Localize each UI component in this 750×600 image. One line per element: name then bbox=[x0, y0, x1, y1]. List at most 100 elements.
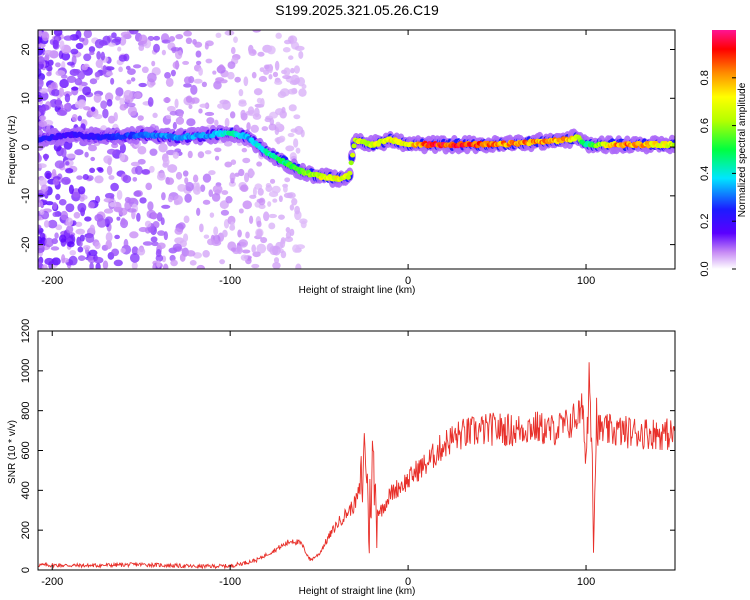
spectrogram-noise-cell bbox=[175, 171, 183, 180]
spectrogram-noise-cell bbox=[202, 249, 210, 258]
spectrogram-noise-cell bbox=[268, 123, 277, 131]
spectrogram-noise-cell bbox=[161, 192, 166, 201]
spectrogram-noise-cell bbox=[68, 255, 78, 266]
spectrogram-noise-cell bbox=[138, 44, 145, 51]
spectrogram-noise-cell bbox=[209, 212, 215, 218]
spectrogram-noise-cell bbox=[284, 39, 292, 45]
spectrogram-noise-cell bbox=[38, 224, 42, 230]
spectrogram-noise-cell bbox=[94, 241, 101, 250]
spectrogram-noise-cell bbox=[245, 231, 250, 239]
spectrogram-noise-cell bbox=[246, 122, 251, 131]
spectrogram-noise-cell bbox=[172, 61, 180, 69]
spectrogram-noise-cell bbox=[127, 106, 138, 117]
spectrogram-noise-cell bbox=[269, 118, 275, 126]
spectrogram-noise-cell bbox=[65, 203, 75, 213]
spectrogram-noise-cell bbox=[162, 263, 169, 269]
spectrogram-noise-cell bbox=[85, 233, 95, 243]
spectrogram-ridge-cell bbox=[349, 152, 356, 158]
spectrogram-noise-cell bbox=[123, 89, 133, 100]
spectrogram-noise-cell bbox=[160, 217, 165, 226]
spectrogram-noise-cell bbox=[241, 249, 251, 254]
spectrogram-noise-cell bbox=[242, 200, 253, 210]
spectrogram-noise-cell bbox=[139, 197, 147, 204]
spectrogram-noise-cell bbox=[175, 116, 185, 125]
spectrogram-noise-cell bbox=[190, 84, 198, 95]
spectrogram-noise-cell bbox=[295, 263, 302, 269]
spectrogram-noise-cell bbox=[269, 178, 276, 184]
spectrogram-noise-cell bbox=[134, 165, 143, 175]
spectrogram-noise-cell bbox=[284, 177, 291, 183]
spectrogram-noise-cell bbox=[119, 152, 126, 162]
spectrogram-noise-cell bbox=[166, 105, 176, 112]
spectrogram-noise-cell bbox=[47, 219, 58, 229]
spectrogram-noise-cell bbox=[256, 229, 263, 238]
spectrogram-noise-cell bbox=[75, 228, 86, 235]
spectrogram-noise-cell bbox=[94, 39, 105, 49]
spectrogram-noise-cell bbox=[130, 77, 136, 82]
spectrogram-noise-cell bbox=[252, 30, 262, 33]
spectrogram-noise-cell bbox=[263, 69, 270, 75]
spectrogram-noise-cell bbox=[106, 148, 117, 155]
spectrogram-noise-cell bbox=[38, 120, 48, 128]
spectrogram-noise-cell bbox=[38, 163, 47, 169]
spectrogram-noise-cell bbox=[263, 64, 270, 70]
colorbar-tick-label: 0.0 bbox=[699, 261, 711, 276]
spectrogram-noise-cell bbox=[83, 53, 92, 62]
snr-frame bbox=[37, 330, 676, 571]
spectrogram-noise-cell bbox=[192, 174, 199, 183]
spectrogram-noise-cell bbox=[117, 46, 122, 52]
spectrogram-noise-cell bbox=[44, 257, 54, 266]
spectrogram-noise-cell bbox=[161, 49, 166, 56]
spectrogram-noise-cell bbox=[169, 110, 178, 116]
spectrogram-noise-cell bbox=[218, 64, 225, 71]
spectrogram-noise-cell bbox=[196, 207, 201, 217]
spectrogram-noise-cell bbox=[58, 87, 65, 97]
spectrogram-noise-cell bbox=[206, 117, 215, 125]
spectrogram-noise-cell bbox=[103, 155, 113, 164]
spectrogram-noise-cell bbox=[162, 157, 170, 167]
spectrogram-noise-cell bbox=[247, 106, 255, 115]
spectrogram-noise-cell bbox=[87, 201, 95, 209]
spectrogram-noise-cell bbox=[156, 260, 161, 268]
spectrogram-noise-cell bbox=[81, 64, 88, 71]
spectrogram-noise-cell bbox=[69, 249, 77, 256]
spectrogram-noise-cell bbox=[104, 208, 111, 214]
spectrogram-noise-cell bbox=[185, 95, 193, 103]
spectrogram-noise-cell bbox=[219, 259, 226, 265]
spectrogram-noise-cell bbox=[137, 158, 146, 165]
spectrogram-noise-cell bbox=[249, 170, 255, 177]
spectrogram-noise-cell bbox=[38, 261, 43, 269]
spectrogram-noise-cell bbox=[139, 34, 148, 45]
spectrogram-noise-cell bbox=[170, 69, 176, 77]
spectrogram-noise-cell bbox=[39, 209, 45, 215]
spectrogram-noise-cell bbox=[147, 97, 154, 107]
snr-x-tick-label: 100 bbox=[577, 576, 595, 588]
spectrogram-noise-cell bbox=[102, 260, 109, 269]
spectrogram-noise-cell bbox=[38, 230, 43, 235]
spectrogram-noise-cell bbox=[268, 63, 273, 74]
spectrogram-noise-cell bbox=[238, 100, 247, 107]
spectrogram-noise-cell bbox=[109, 202, 117, 208]
spectrogram-noise-cell bbox=[105, 239, 112, 250]
spectrogram-noise-cell bbox=[123, 238, 129, 249]
spectrogram-noise-cell bbox=[197, 151, 205, 159]
spectrogram-noise-cell bbox=[293, 138, 299, 148]
spectrogram-noise-cell bbox=[185, 181, 194, 192]
spectrogram-noise-cell bbox=[183, 215, 190, 224]
spectrogram-noise-cell bbox=[38, 30, 42, 38]
colorbar-tick-label: 0.2 bbox=[699, 214, 711, 229]
spectrogram-noise-cell bbox=[263, 211, 270, 222]
spectrogram-noise-cell bbox=[137, 145, 147, 155]
spectrogram-noise-cell bbox=[60, 210, 69, 221]
spectrogram-noise-cell bbox=[67, 241, 75, 248]
spectrogram-noise-cell bbox=[161, 204, 171, 209]
spectrogram-noise-cell bbox=[170, 47, 181, 52]
spectrogram-noise-cell bbox=[52, 202, 58, 210]
spectrogram-noise-cell bbox=[234, 76, 241, 83]
spectrogram-noise-cell bbox=[282, 47, 291, 53]
snr-panel: -200 -100 0 100 0 200 400 600 800 1000 1200 Heigh… bbox=[7, 319, 676, 597]
spectrogram-noise-cell bbox=[224, 30, 235, 36]
spectrogram-noise-cell bbox=[120, 247, 126, 254]
spectrogram-noise-cell bbox=[295, 147, 301, 154]
spectrogram-noise-cell bbox=[73, 211, 81, 219]
